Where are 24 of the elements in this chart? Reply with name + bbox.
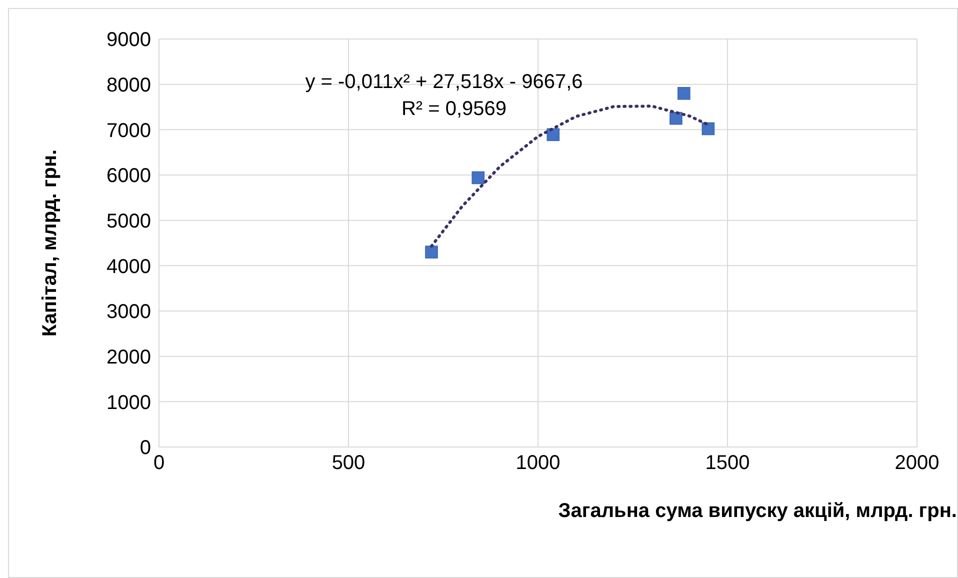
y-tick-label: 8000 (106, 74, 151, 96)
y-tick-label: 7000 (106, 120, 151, 142)
x-tick-label: 0 (153, 452, 165, 474)
point (678, 87, 690, 100)
y-tick-label: 1000 (106, 392, 151, 414)
y-tick-label: 4000 (106, 256, 151, 278)
x-tick-label: 1000 (516, 452, 560, 474)
annotation: R² = 0,9569 (400, 98, 508, 121)
y-tick-label: 3000 (106, 301, 151, 324)
x-tick-label: 1500 (705, 452, 750, 474)
x-axis-title: Загальна сума випуску акцій, млрд. грн. (558, 500, 957, 522)
y-tick-label: 6000 (106, 165, 151, 188)
y-tick-label: 5000 (106, 210, 151, 232)
x-tick-label: 500 (332, 452, 366, 474)
y-axis-title: Капітал, млрд. грн. (39, 149, 62, 337)
y-tick-label: 0 (140, 437, 151, 460)
point (702, 122, 715, 136)
y-tick-label: 2000 (106, 346, 151, 368)
x-tick-label: 2000 (894, 452, 940, 474)
point (472, 171, 485, 184)
y-tick-label: 9000 (106, 29, 151, 52)
point (425, 246, 438, 258)
point (670, 112, 682, 125)
annotation: y = -0,011x² + 27,518x - 9667,6 (305, 71, 583, 93)
